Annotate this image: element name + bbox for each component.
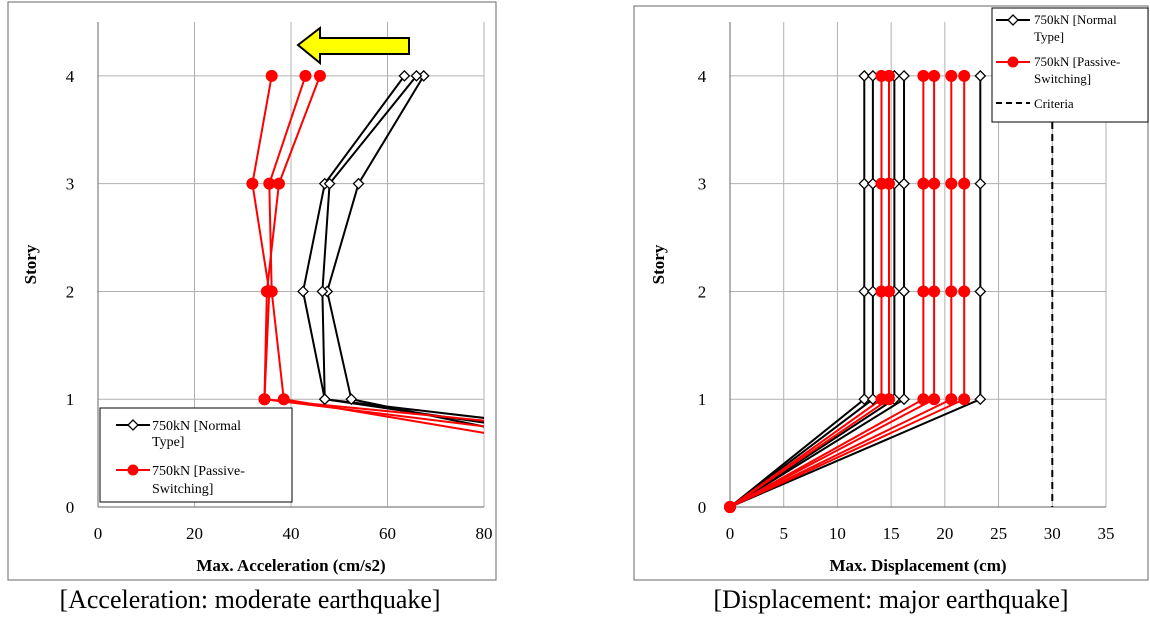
data-point xyxy=(858,285,871,298)
data-point xyxy=(958,285,971,298)
y-axis-title: Story xyxy=(649,244,668,284)
data-point xyxy=(277,393,290,406)
data-point xyxy=(974,69,987,82)
data-point xyxy=(297,285,309,298)
x-tick-label: 20 xyxy=(936,524,953,543)
legend-label: Type] xyxy=(1034,29,1064,44)
legend-marker xyxy=(1007,14,1019,26)
y-tick-label: 0 xyxy=(698,498,707,517)
legend-marker xyxy=(127,419,139,431)
displacement-chart-panel: 0 5 10 15 20 25 30 35 0 1 2 3 4 Max. Displacement (cm… xyxy=(632,0,1150,625)
data-point xyxy=(265,69,278,82)
data-point xyxy=(882,393,895,406)
data-point xyxy=(258,393,271,406)
data-point xyxy=(272,177,285,190)
y-tick-label: 0 xyxy=(66,498,75,517)
y-tick-label: 4 xyxy=(698,67,707,86)
data-point xyxy=(928,393,941,406)
y-tick-label: 2 xyxy=(698,282,707,301)
legend-label: 750kN [Passive- xyxy=(1034,54,1120,69)
y-tick-label: 1 xyxy=(66,390,75,409)
yellow-arrow-annotation xyxy=(296,25,410,66)
data-point xyxy=(958,177,971,190)
legend-label: 750kN [Passive- xyxy=(152,464,245,479)
data-point xyxy=(858,69,871,82)
data-point xyxy=(917,393,930,406)
data-point xyxy=(858,177,871,190)
data-point xyxy=(917,177,930,190)
x-tick-label: 80 xyxy=(476,524,493,543)
displacement-chart: 0 5 10 15 20 25 30 35 0 1 2 3 4 Max. Displacement (cm… xyxy=(633,5,1149,581)
acceleration-chart-panel: 0 20 40 60 80 0 1 2 3 4 Max. Acceleration (cm/s2) S… xyxy=(0,0,500,625)
data-point xyxy=(945,393,958,406)
data-point xyxy=(928,69,941,82)
data-point xyxy=(313,69,326,82)
x-axis-title: Max. Displacement (cm) xyxy=(829,556,1006,575)
x-tick-label: 0 xyxy=(726,524,735,543)
x-tick-label: 5 xyxy=(779,524,788,543)
data-point xyxy=(974,177,987,190)
x-tick-label: 30 xyxy=(1044,524,1061,543)
data-point xyxy=(316,285,329,298)
data-point xyxy=(945,177,958,190)
x-tick-label: 60 xyxy=(379,524,396,543)
data-point xyxy=(945,69,958,82)
legend-marker xyxy=(1007,56,1019,68)
data-point xyxy=(917,69,930,82)
data-point xyxy=(858,393,871,406)
x-tick-label: 0 xyxy=(94,524,103,543)
data-point xyxy=(898,285,910,298)
data-point xyxy=(898,69,910,82)
data-point xyxy=(882,69,895,82)
acceleration-chart: 0 20 40 60 80 0 1 2 3 4 Max. Acceleration (cm/s2) S… xyxy=(7,1,497,581)
data-point xyxy=(352,177,365,190)
data-point xyxy=(410,69,423,82)
data-point xyxy=(974,285,987,298)
x-tick-label: 15 xyxy=(883,524,900,543)
data-point xyxy=(958,69,971,82)
data-point xyxy=(917,285,930,298)
data-point xyxy=(398,69,411,82)
data-point xyxy=(246,177,259,190)
data-point xyxy=(323,177,336,190)
y-tick-label: 1 xyxy=(698,390,707,409)
y-tick-label: 3 xyxy=(698,175,707,194)
x-tick-label: 20 xyxy=(186,524,203,543)
legend-label: Type] xyxy=(152,435,184,450)
data-point xyxy=(928,285,941,298)
data-point xyxy=(958,393,971,406)
y-tick-label: 4 xyxy=(66,67,75,86)
x-tick-label: 25 xyxy=(990,524,1007,543)
x-tick-label: 10 xyxy=(829,524,846,543)
data-point xyxy=(345,393,358,406)
acceleration-chart-caption: [Acceleration: moderate earthquake] xyxy=(59,585,441,614)
y-axis-title: Story xyxy=(21,244,40,284)
data-point xyxy=(898,177,910,190)
x-axis-title: Max. Acceleration (cm/s2) xyxy=(196,556,385,575)
displacement-chart-caption: [Displacement: major earthquake] xyxy=(713,585,1069,614)
legend-label: Switching] xyxy=(152,482,213,497)
data-point xyxy=(928,177,941,190)
legend-label: 750kN [Normal xyxy=(1034,12,1117,27)
data-point xyxy=(945,285,958,298)
data-point xyxy=(260,285,273,298)
x-tick-label: 35 xyxy=(1098,524,1115,543)
y-tick-label: 3 xyxy=(66,175,75,194)
legend-marker xyxy=(127,464,139,476)
data-point xyxy=(882,177,895,190)
legend-label: 750kN [Normal xyxy=(152,419,241,434)
data-point xyxy=(898,393,910,406)
data-point xyxy=(882,285,895,298)
data-point xyxy=(974,393,987,406)
data-point xyxy=(724,501,736,513)
data-point xyxy=(299,69,312,82)
x-tick-label: 40 xyxy=(283,524,300,543)
data-point xyxy=(318,393,331,406)
legend-label: Criteria xyxy=(1034,96,1074,111)
legend-label: Switching] xyxy=(1034,71,1091,86)
y-tick-label: 2 xyxy=(66,282,75,301)
